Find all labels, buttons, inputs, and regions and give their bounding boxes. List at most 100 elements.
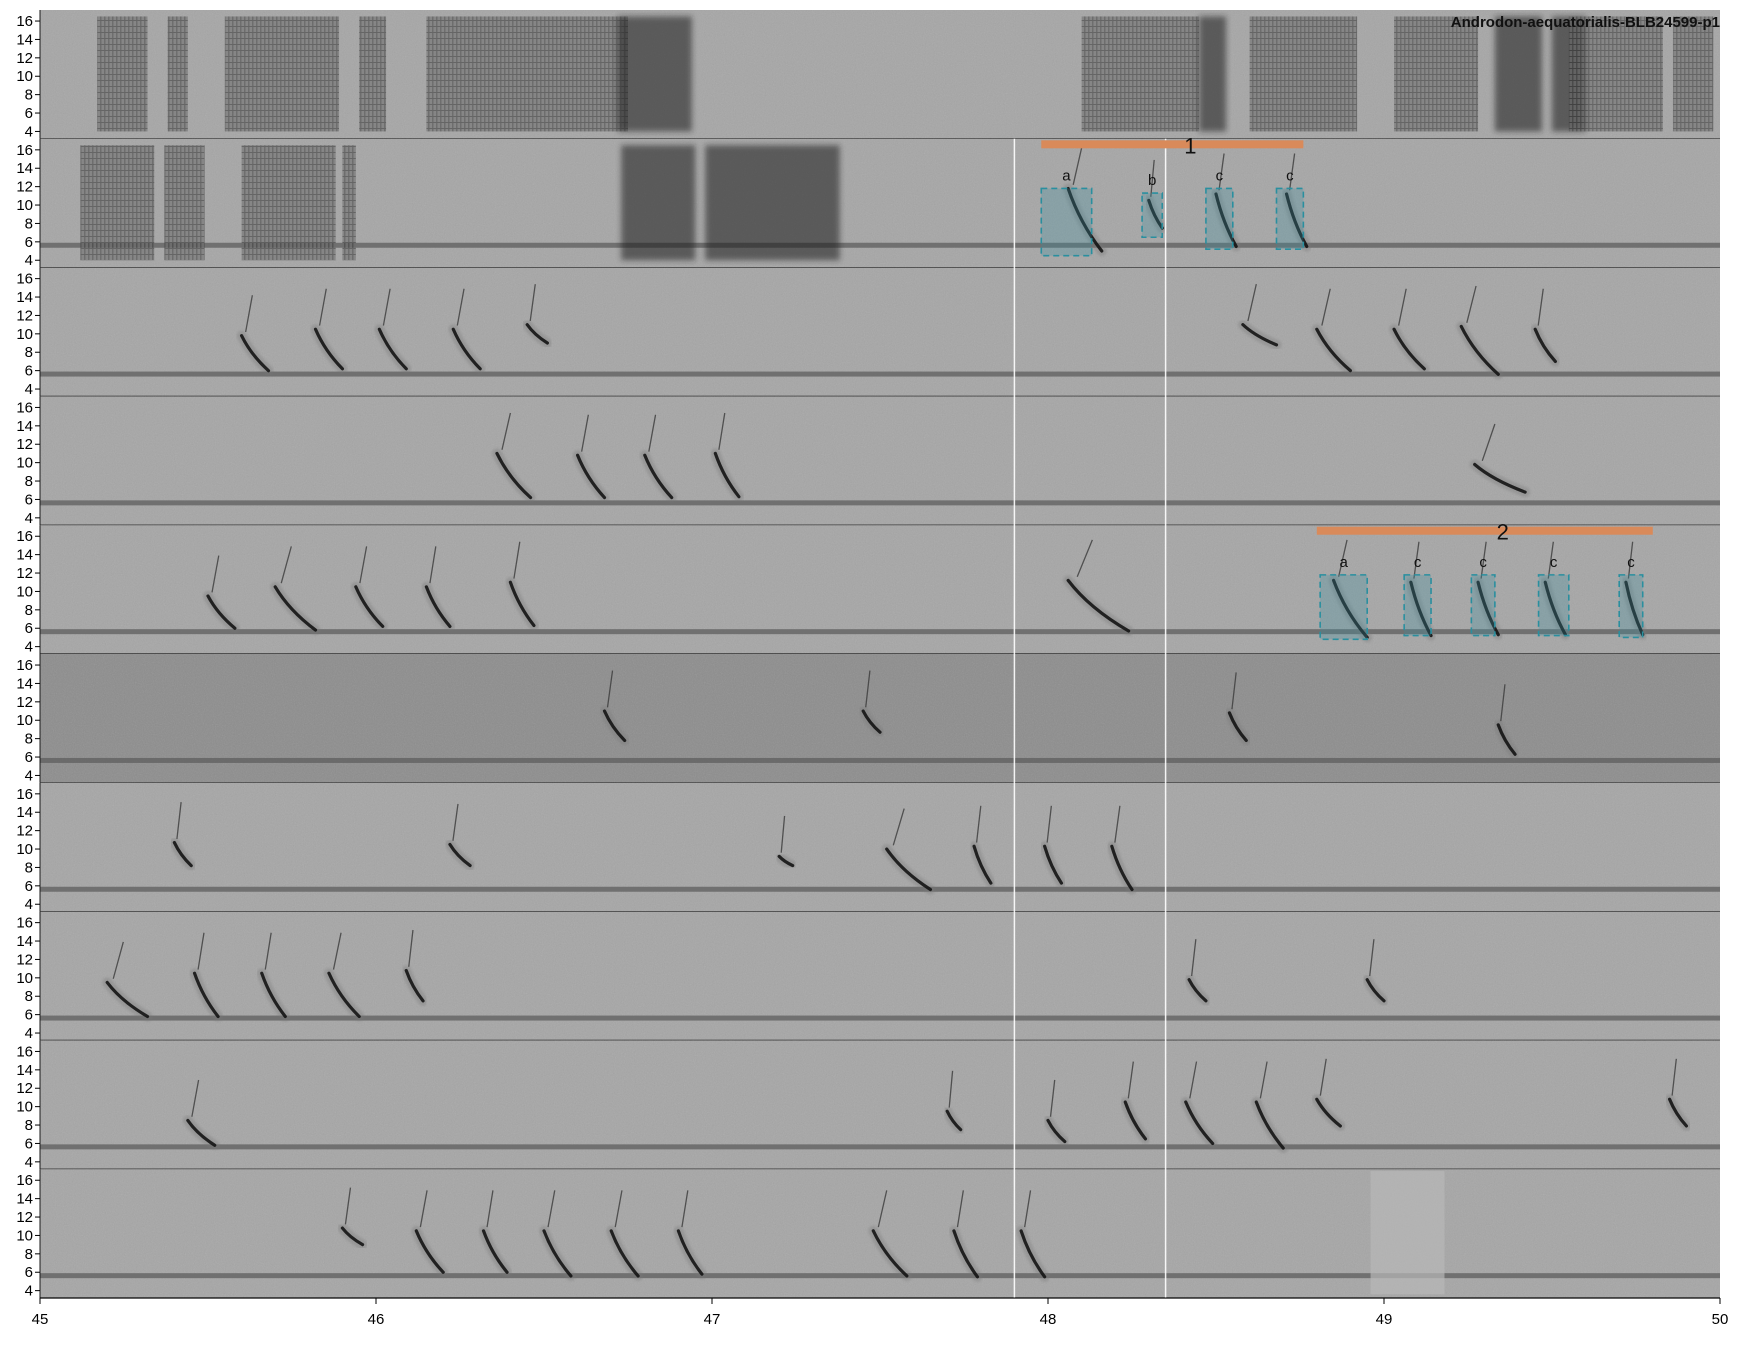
call-contour [1315, 327, 1352, 373]
y-tick-label: 6 [25, 234, 33, 251]
x-tick-label: 49 [1376, 1311, 1393, 1328]
call-contour [885, 847, 932, 892]
y-tick-label: 4 [25, 510, 33, 527]
call-harmonic [948, 1070, 954, 1108]
y-tick-label: 8 [25, 473, 33, 490]
syllable-box [1319, 574, 1369, 641]
call-contour [1284, 192, 1309, 249]
call-contour [1315, 1097, 1342, 1128]
call-harmonic [1114, 805, 1121, 843]
call-contour [1254, 1100, 1285, 1150]
y-tick-label: 4 [25, 1283, 33, 1300]
y-tick-label: 10 [16, 455, 33, 472]
syllable-box [1275, 187, 1305, 250]
y-tick-label: 12 [16, 1209, 33, 1226]
call-contour [377, 327, 408, 371]
broadband-burst [705, 145, 840, 261]
call-contour [186, 1118, 217, 1147]
call-contour [1459, 324, 1500, 376]
call-harmonic [176, 802, 182, 839]
y-tick-label: 16 [16, 1172, 33, 1189]
y-tick-label: 10 [16, 970, 33, 987]
noise-sound [164, 145, 205, 261]
noise-sound [426, 16, 628, 132]
noise-patch [1370, 1171, 1445, 1295]
noise-sound [342, 145, 356, 261]
call-contour [713, 451, 741, 499]
call-contour [448, 842, 472, 868]
call-harmonic [956, 1190, 964, 1228]
low-frequency-band [40, 1144, 1720, 1150]
call-contour [542, 1229, 573, 1278]
call-contour [1533, 327, 1557, 364]
y-tick-label: 16 [16, 528, 33, 545]
y-tick-label: 14 [16, 675, 33, 692]
y-tick-label: 14 [16, 31, 33, 48]
y-tick-label: 6 [25, 1135, 33, 1152]
call-contour [945, 1109, 963, 1132]
y-tick-label: 16 [16, 142, 33, 159]
y-tick-label: 16 [16, 399, 33, 416]
y-tick-label: 6 [25, 491, 33, 508]
call-harmonic [1218, 153, 1225, 191]
y-tick-label: 14 [16, 933, 33, 950]
y-tick-label: 4 [25, 1154, 33, 1171]
y-tick-label: 6 [25, 363, 33, 380]
call-contour [1332, 578, 1369, 640]
y-tick-label: 14 [16, 418, 33, 435]
y-tick-label: 14 [16, 547, 33, 564]
noise-sound [241, 145, 336, 261]
call-contour [1110, 844, 1134, 892]
syllable-label: a [1062, 167, 1071, 184]
y-tick-label: 12 [16, 823, 33, 840]
call-contour [1147, 198, 1164, 230]
y-tick-label: 14 [16, 289, 33, 306]
x-tick-label: 50 [1712, 1311, 1729, 1328]
call-harmonic [1024, 1190, 1032, 1228]
row-noise-texture [40, 782, 1720, 912]
noise-sound [1568, 16, 1663, 132]
call-contour [1624, 580, 1645, 637]
call-harmonic [1537, 288, 1544, 326]
y-tick-label: 10 [16, 68, 33, 85]
call-harmonic [1076, 539, 1093, 577]
call-harmonic [1466, 285, 1477, 323]
call-harmonic [318, 288, 327, 326]
y-tick-label: 8 [25, 215, 33, 232]
call-contour [1066, 578, 1131, 633]
call-contour [1019, 1229, 1047, 1279]
y-tick-label: 16 [16, 1043, 33, 1060]
low-frequency-band [40, 629, 1720, 635]
y-tick-label: 12 [16, 565, 33, 582]
call-contour [354, 585, 385, 628]
low-frequency-band [40, 242, 1720, 248]
call-harmonic [865, 670, 871, 708]
y-tick-label: 14 [16, 160, 33, 177]
call-contour [1409, 580, 1433, 638]
y-tick-label: 8 [25, 1117, 33, 1134]
call-harmonic [718, 412, 726, 450]
call-harmonic [1480, 541, 1487, 579]
call-harmonic [877, 1190, 888, 1228]
noise-sound [80, 145, 155, 261]
call-harmonic [1231, 672, 1237, 710]
y-tick-label: 12 [16, 694, 33, 711]
call-contour [192, 971, 220, 1019]
call-contour [414, 1229, 445, 1274]
syllable-box [1205, 187, 1234, 250]
y-tick-label: 4 [25, 767, 33, 784]
low-frequency-band [40, 500, 1720, 506]
call-contour [871, 1229, 909, 1278]
call-harmonic [1072, 147, 1083, 185]
call-contour [172, 841, 193, 868]
noise-sound [167, 16, 188, 132]
noise-sound [97, 16, 148, 132]
y-tick-label: 14 [16, 1191, 33, 1208]
